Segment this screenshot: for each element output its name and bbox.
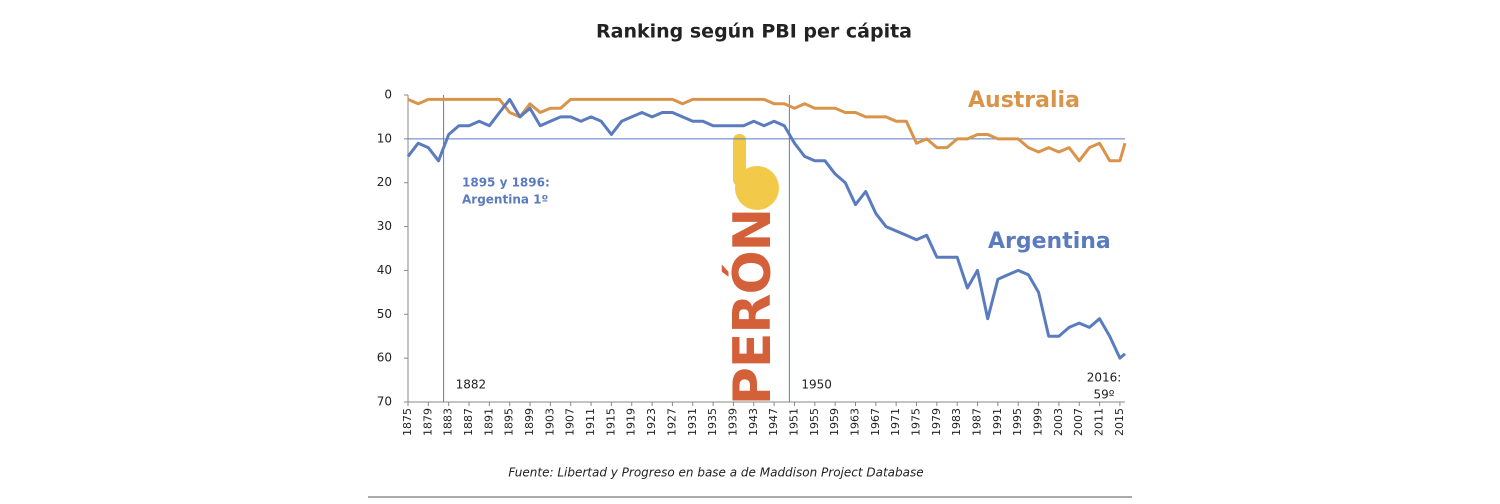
x-tick-label: 1967 xyxy=(869,408,882,436)
series-label: Australia xyxy=(968,88,1080,113)
vline-label: 1882 xyxy=(456,378,487,392)
x-tick-label: 1887 xyxy=(462,408,475,436)
y-tick-label: 70 xyxy=(377,395,392,409)
x-tick-label: 1875 xyxy=(401,408,414,436)
series-line xyxy=(407,97,1127,163)
x-tick-label: 2011 xyxy=(1093,408,1106,436)
x-tick-label: 1947 xyxy=(767,408,780,436)
x-tick-label: 1995 xyxy=(1011,408,1024,436)
x-tick-label: 2007 xyxy=(1072,408,1085,436)
hand-finger xyxy=(733,134,746,186)
x-tick-label: 1959 xyxy=(828,408,841,436)
x-tick-label: 1919 xyxy=(625,408,638,436)
series-line xyxy=(406,97,1126,360)
x-tick-label: 1923 xyxy=(645,408,658,436)
x-tick-label: 2015 xyxy=(1113,408,1126,436)
x-tick-label: 1975 xyxy=(910,408,923,436)
vline-label: 1950 xyxy=(801,378,832,392)
x-tick-label: 1899 xyxy=(523,408,536,436)
x-tick-label: 1991 xyxy=(991,408,1004,436)
x-tick-label: 1895 xyxy=(503,408,516,436)
x-tick-label: 1879 xyxy=(421,408,434,436)
y-tick-label: 40 xyxy=(377,263,392,277)
x-tick-label: 1927 xyxy=(665,408,678,436)
x-tick-label: 1903 xyxy=(543,408,556,436)
x-tick-label: 1999 xyxy=(1032,408,1045,436)
x-tick-label: 1907 xyxy=(564,408,577,436)
x-tick-label: 1915 xyxy=(604,408,617,436)
leader-label: PERÓN xyxy=(721,209,783,405)
note-1895: 1895 y 1896: xyxy=(462,176,550,190)
x-tick-label: 1883 xyxy=(442,408,455,436)
x-tick-label: 2003 xyxy=(1052,408,1065,436)
y-tick-label: 10 xyxy=(377,131,392,145)
x-tick-label: 1983 xyxy=(950,408,963,436)
x-tick-label: 1935 xyxy=(706,408,719,436)
x-tick-label: 1943 xyxy=(747,408,760,436)
x-tick-label: 1911 xyxy=(584,408,597,436)
y-tick-label: 60 xyxy=(377,351,392,365)
note-1895: Argentina 1º xyxy=(462,193,548,207)
y-tick-label: 50 xyxy=(377,307,392,321)
y-tick-label: 20 xyxy=(377,175,392,189)
note-2016: 2016: xyxy=(1087,371,1122,385)
x-tick-label: 1951 xyxy=(787,408,800,436)
x-tick-label: 1987 xyxy=(971,408,984,436)
series-label: Argentina xyxy=(988,229,1111,254)
x-tick-label: 1963 xyxy=(848,408,861,436)
x-tick-label: 1979 xyxy=(930,408,943,436)
y-tick-label: 0 xyxy=(384,88,392,102)
chart-title: Ranking según PBI per cápita xyxy=(596,21,912,43)
x-tick-label: 1971 xyxy=(889,408,902,436)
x-tick-label: 1955 xyxy=(808,408,821,436)
note-2016: 59º xyxy=(1094,388,1115,402)
x-tick-label: 1939 xyxy=(726,408,739,436)
x-tick-label: 1931 xyxy=(686,408,699,436)
source: Fuente: Libertad y Progreso en base a de… xyxy=(508,466,923,480)
y-tick-label: 30 xyxy=(377,219,392,233)
x-tick-label: 1891 xyxy=(482,408,495,436)
pointing-hand xyxy=(733,134,779,210)
